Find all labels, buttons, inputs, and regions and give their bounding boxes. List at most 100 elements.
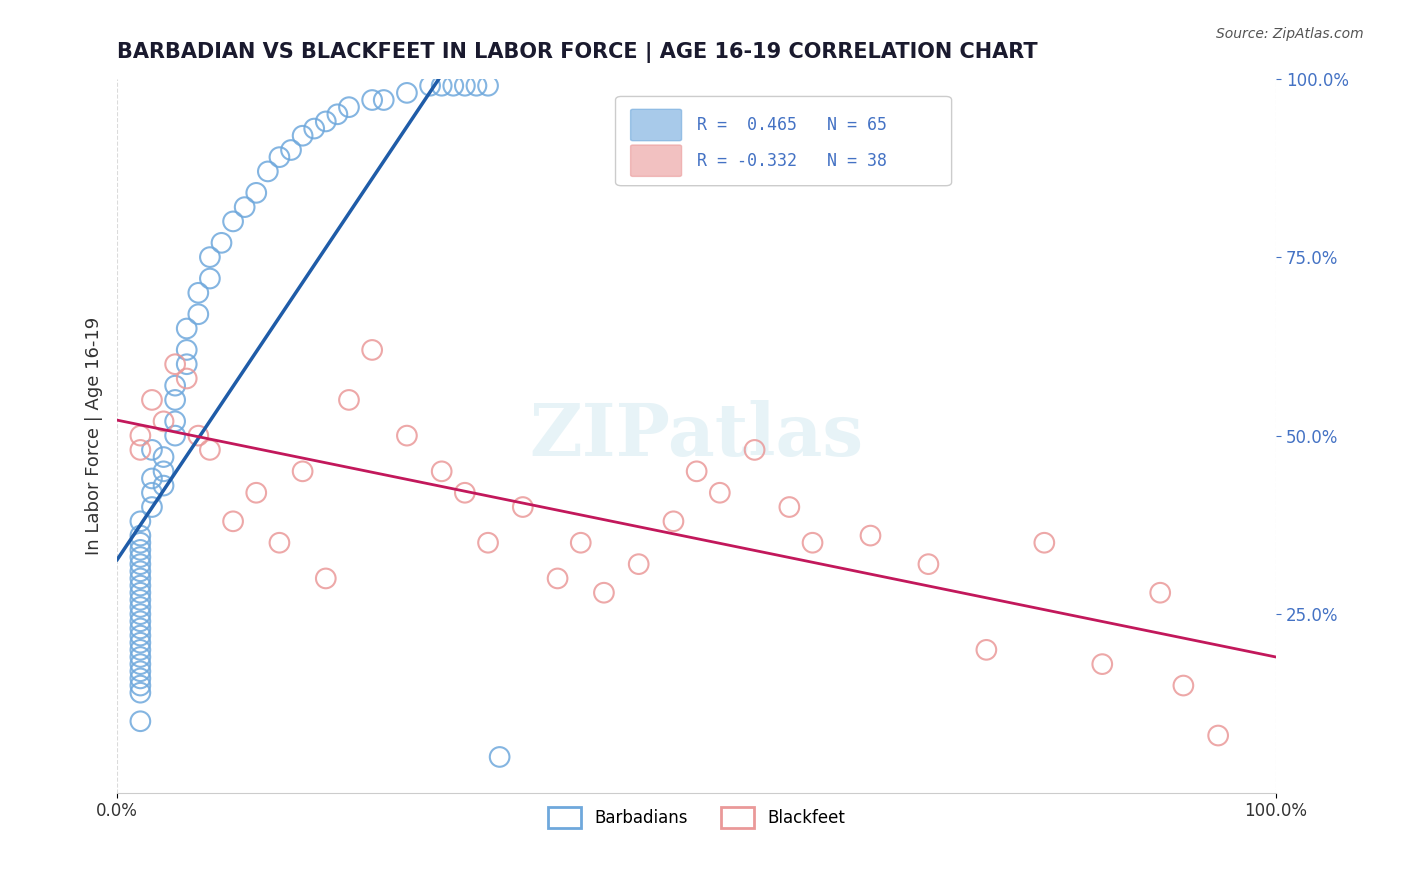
Point — [141, 485, 163, 500]
Point — [280, 143, 302, 157]
Point — [129, 592, 152, 607]
Point — [165, 414, 187, 428]
Point — [152, 478, 174, 492]
Point — [176, 371, 198, 385]
Point — [141, 442, 163, 457]
Point — [129, 578, 152, 592]
Point — [165, 392, 187, 407]
Text: ZIPatlas: ZIPatlas — [530, 401, 863, 471]
Point — [129, 607, 152, 621]
Point — [129, 585, 152, 599]
Point — [291, 128, 314, 143]
Point — [441, 78, 464, 93]
Point — [245, 186, 267, 200]
Point — [477, 535, 499, 549]
Point — [488, 750, 510, 764]
Point — [129, 650, 152, 665]
Point — [269, 535, 291, 549]
Point — [917, 557, 939, 571]
Point — [395, 86, 418, 100]
Point — [257, 164, 280, 178]
Y-axis label: In Labor Force | Age 16-19: In Labor Force | Age 16-19 — [86, 317, 103, 555]
Point — [222, 214, 245, 228]
Point — [129, 599, 152, 614]
Text: R =  0.465   N = 65: R = 0.465 N = 65 — [696, 116, 887, 134]
Point — [129, 686, 152, 700]
Point — [141, 392, 163, 407]
Point — [141, 500, 163, 514]
Point — [315, 114, 337, 128]
Point — [465, 78, 488, 93]
Point — [477, 78, 499, 93]
Point — [211, 235, 233, 250]
Point — [176, 357, 198, 371]
Point — [165, 357, 187, 371]
Point — [129, 564, 152, 578]
Point — [222, 514, 245, 528]
Point — [291, 464, 314, 478]
Point — [512, 500, 534, 514]
Point — [569, 535, 592, 549]
Text: R = -0.332   N = 38: R = -0.332 N = 38 — [696, 152, 887, 169]
Point — [129, 528, 152, 542]
Point — [129, 442, 152, 457]
Point — [269, 150, 291, 164]
Point — [454, 485, 477, 500]
Point — [1033, 535, 1056, 549]
Point — [198, 442, 221, 457]
Text: Source: ZipAtlas.com: Source: ZipAtlas.com — [1216, 27, 1364, 41]
Point — [129, 672, 152, 686]
Point — [129, 428, 152, 442]
Point — [233, 200, 256, 214]
Point — [152, 464, 174, 478]
Point — [1149, 585, 1171, 599]
Point — [129, 714, 152, 729]
FancyBboxPatch shape — [630, 110, 682, 141]
Point — [152, 450, 174, 464]
Point — [337, 392, 360, 407]
Point — [430, 78, 453, 93]
Point — [176, 343, 198, 357]
Point — [801, 535, 824, 549]
Point — [419, 78, 441, 93]
Point — [593, 585, 616, 599]
Point — [129, 629, 152, 643]
Point — [129, 549, 152, 564]
Point — [1206, 729, 1229, 743]
Point — [337, 100, 360, 114]
Point — [976, 643, 998, 657]
Point — [430, 464, 453, 478]
Legend: Barbadians, Blackfeet: Barbadians, Blackfeet — [541, 801, 852, 834]
Point — [187, 428, 209, 442]
Point — [1091, 657, 1114, 672]
Point — [198, 271, 221, 285]
Point — [245, 485, 267, 500]
Point — [302, 121, 325, 136]
Point — [129, 636, 152, 650]
Point — [129, 643, 152, 657]
Point — [129, 542, 152, 557]
Point — [129, 615, 152, 629]
Point — [744, 442, 766, 457]
Point — [361, 343, 384, 357]
Point — [129, 665, 152, 679]
Point — [662, 514, 685, 528]
Point — [187, 285, 209, 300]
Point — [141, 471, 163, 485]
FancyBboxPatch shape — [616, 96, 952, 186]
Point — [129, 535, 152, 549]
Point — [454, 78, 477, 93]
Point — [326, 107, 349, 121]
Point — [176, 321, 198, 335]
FancyBboxPatch shape — [630, 145, 682, 177]
Point — [627, 557, 650, 571]
Point — [395, 428, 418, 442]
Point — [129, 679, 152, 693]
Point — [685, 464, 707, 478]
Point — [859, 528, 882, 542]
Point — [373, 93, 395, 107]
Point — [187, 307, 209, 321]
Point — [315, 571, 337, 585]
Point — [129, 571, 152, 585]
Point — [1173, 679, 1195, 693]
